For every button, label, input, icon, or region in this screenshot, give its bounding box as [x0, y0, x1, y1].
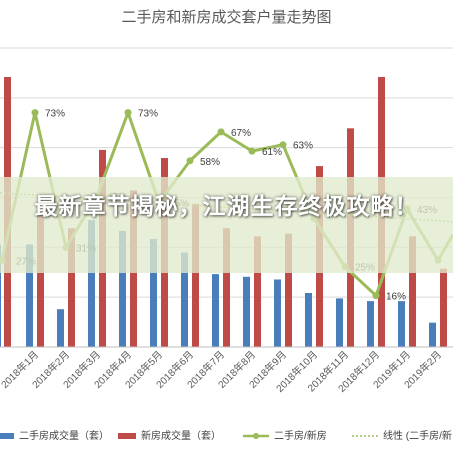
bar-new-volume	[285, 233, 292, 347]
ratio-point	[248, 147, 256, 155]
legend-swatch	[0, 433, 14, 440]
legend-item-trendline: 线性 (二手房/新	[352, 427, 452, 442]
legend-label: 新房成交量（套）	[141, 431, 221, 442]
legend-item-old-volume: 二手房成交量（套）	[0, 427, 109, 442]
bar-old-volume	[181, 252, 188, 347]
ratio-point	[372, 292, 380, 300]
bar-old-volume	[398, 301, 405, 347]
bar-new-volume	[440, 268, 447, 347]
bar-new-volume	[254, 236, 261, 347]
legend-swatch	[352, 435, 378, 438]
bar-old-volume	[119, 230, 126, 347]
bar-old-volume	[26, 244, 33, 347]
bar-new-volume	[37, 206, 44, 347]
bar-old-volume	[243, 276, 250, 347]
ratio-point	[31, 109, 39, 117]
data-label: 58%	[200, 157, 220, 168]
legend-label: 线性 (二手房/新	[383, 431, 452, 442]
legend-label: 二手房成交量（套）	[19, 431, 109, 442]
bar-old-volume	[57, 309, 64, 347]
promo-banner-text: 最新章节揭秘，江湖生存终极攻略！	[34, 193, 419, 219]
bar-old-volume	[0, 244, 1, 347]
bar-old-volume	[88, 220, 95, 347]
ratio-point	[279, 141, 287, 149]
chart-title: 二手房和新房成交套户量走势图	[121, 9, 332, 26]
legend-item-new-volume: 新房成交量（套）	[118, 427, 221, 442]
bar-old-volume	[367, 301, 374, 347]
promo-banner	[0, 177, 453, 273]
bar-old-volume	[212, 274, 219, 347]
data-label: 73%	[45, 109, 65, 120]
bar-new-volume	[409, 236, 416, 347]
data-label: 16%	[386, 292, 406, 303]
ratio-point	[217, 128, 225, 136]
data-label: 61%	[262, 147, 282, 158]
bar-old-volume	[150, 239, 157, 347]
bar-old-volume	[274, 279, 281, 347]
bar-new-volume	[223, 228, 230, 347]
legend-item-ratio: 二手房/新房	[243, 427, 327, 442]
bar-new-volume	[68, 228, 75, 347]
bar-new-volume	[192, 203, 199, 347]
legend-swatch	[118, 433, 136, 440]
data-label: 73%	[138, 109, 158, 120]
data-label: 63%	[293, 141, 313, 152]
data-label: 67%	[231, 128, 251, 139]
bar-old-volume	[305, 293, 312, 347]
legend-swatch	[243, 433, 269, 440]
ratio-point	[124, 109, 132, 117]
bar-old-volume	[429, 322, 436, 347]
bar-old-volume	[336, 298, 343, 347]
chart-legend: 二手房成交量（套） 新房成交量（套） 二手房/新房 线性 (二手房/新	[0, 427, 453, 445]
legend-label: 二手房/新房	[274, 431, 327, 442]
ratio-point	[186, 157, 194, 165]
